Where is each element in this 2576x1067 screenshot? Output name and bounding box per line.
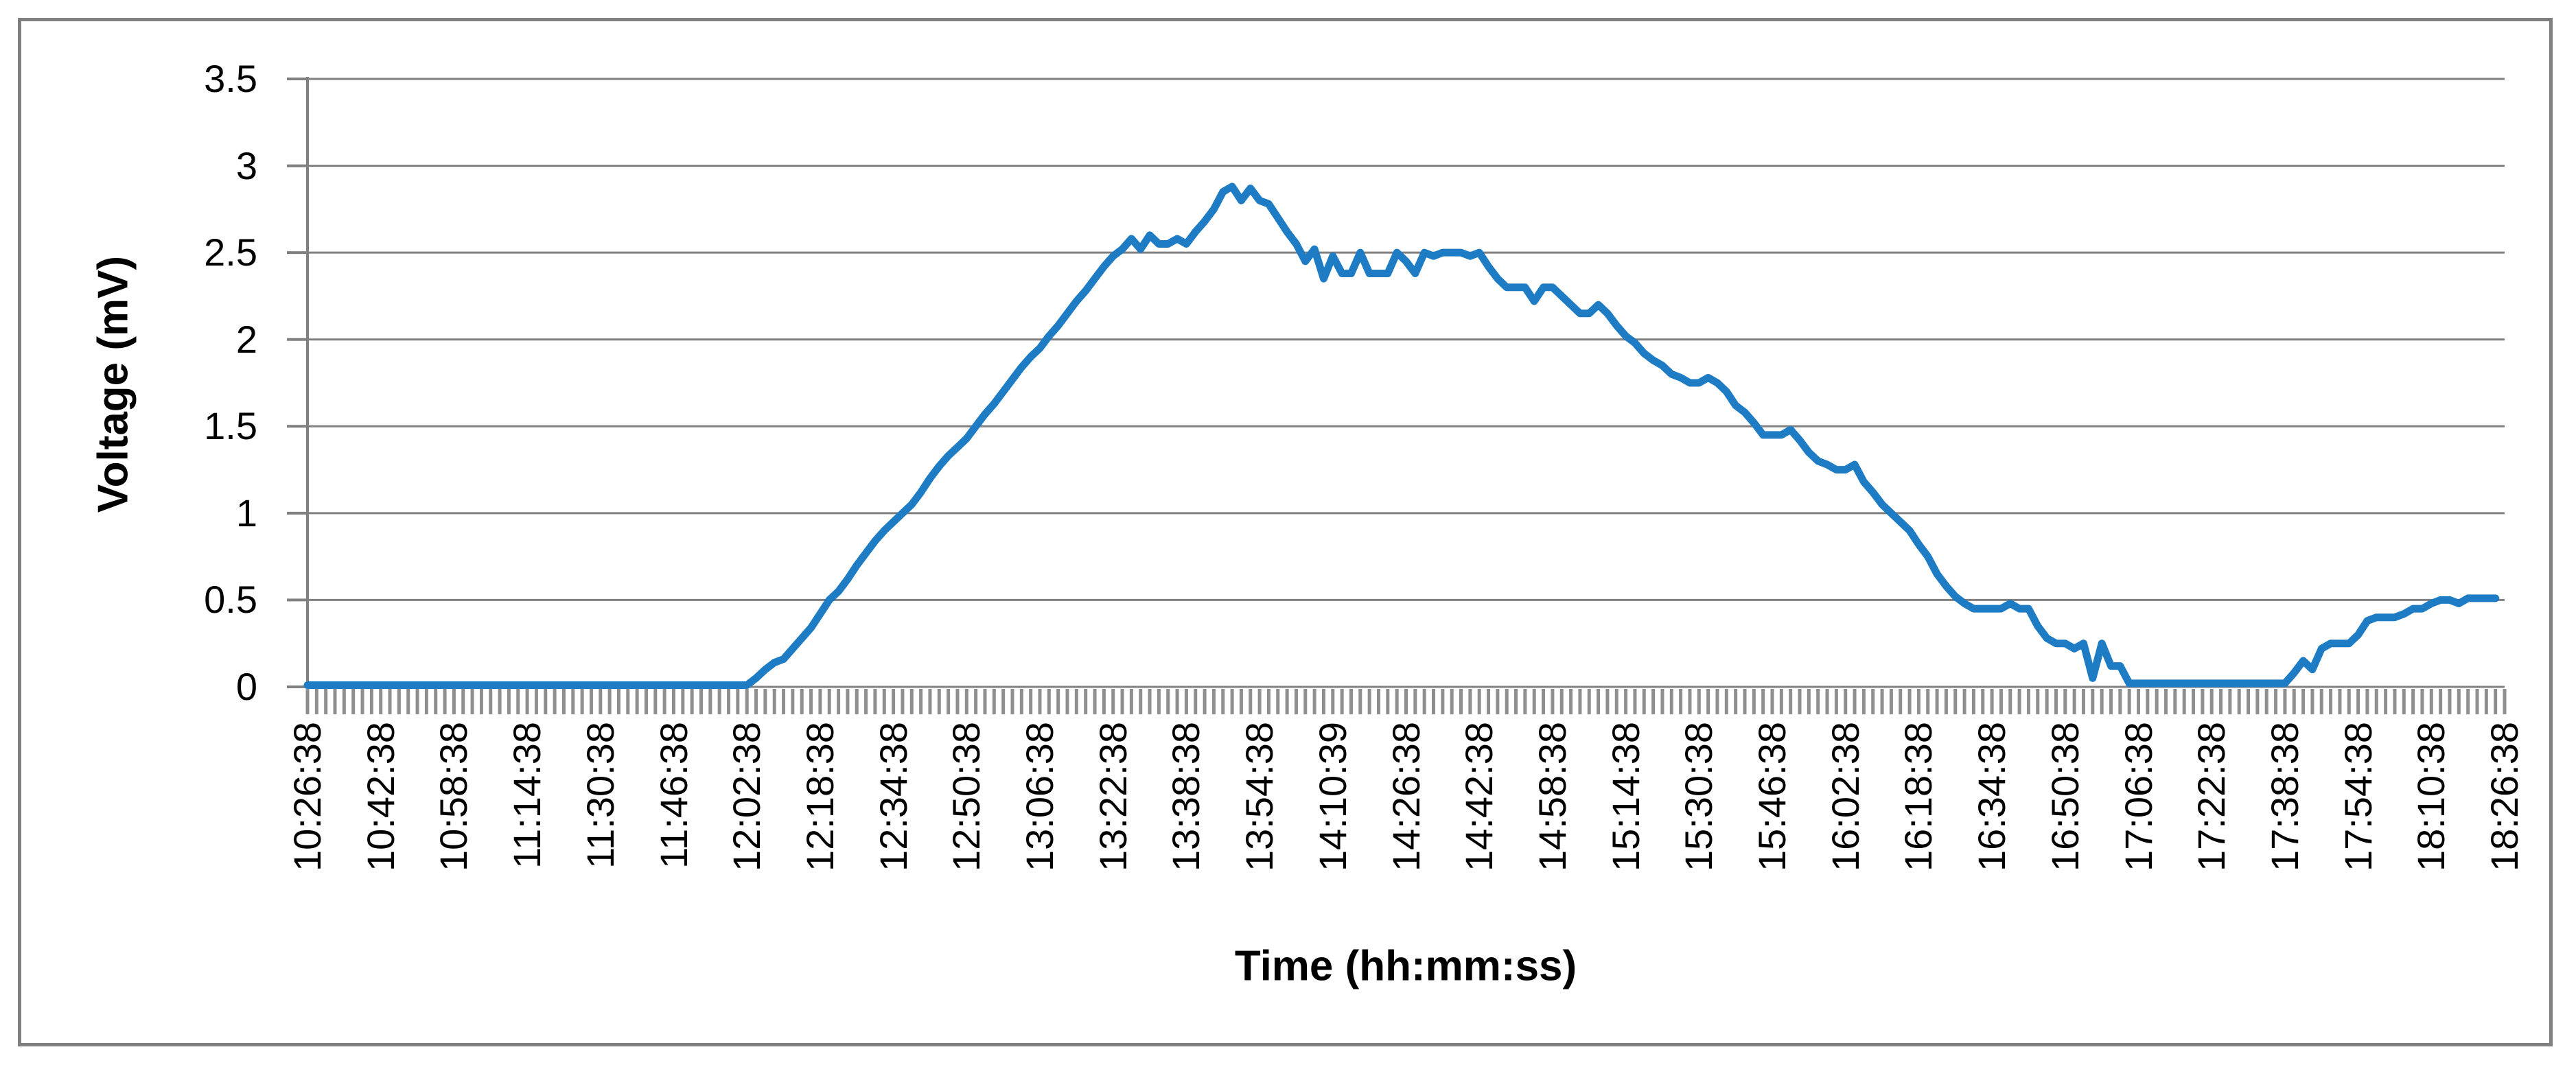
x-tick-label: 15:14:38 bbox=[1603, 722, 1647, 871]
x-tick-label: 12:34:38 bbox=[871, 722, 915, 871]
x-tick-label: 11:46:38 bbox=[651, 722, 695, 869]
x-tick-label: 10:42:38 bbox=[358, 722, 402, 871]
x-tick-label: 18:10:38 bbox=[2409, 722, 2453, 871]
x-tick-label: 16:02:38 bbox=[1823, 722, 1867, 871]
x-axis-minor-tick-strip bbox=[305, 689, 2507, 714]
gridlines bbox=[308, 78, 2505, 688]
y-tick-label: 2.5 bbox=[204, 231, 257, 274]
voltage-series-line bbox=[303, 183, 2500, 689]
y-tick-label: 1.5 bbox=[204, 404, 257, 448]
x-tick-label: 17:38:38 bbox=[2262, 722, 2306, 871]
x-tick-label: 13:22:38 bbox=[1091, 722, 1135, 871]
x-tick-label: 11:14:38 bbox=[505, 722, 549, 869]
chart-outer-frame bbox=[18, 18, 2553, 1046]
y-tick-label: 1 bbox=[235, 491, 257, 535]
x-tick-label: 16:50:38 bbox=[2043, 722, 2087, 871]
x-tick-label: 14:58:38 bbox=[1530, 722, 1574, 871]
x-tick-label: 11:30:38 bbox=[578, 722, 622, 869]
x-tick-label: 12:50:38 bbox=[944, 722, 988, 871]
x-tick-label: 15:46:38 bbox=[1750, 722, 1794, 871]
x-tick-label: 14:42:38 bbox=[1457, 722, 1501, 871]
x-tick-label: 12:18:38 bbox=[798, 722, 842, 871]
y-tick-label: 3.5 bbox=[204, 57, 257, 100]
x-tick-label: 18:26:38 bbox=[2483, 722, 2526, 871]
x-tick-label: 12:02:38 bbox=[725, 722, 769, 871]
x-tick-label: 14:26:38 bbox=[1384, 722, 1428, 871]
y-tick-label: 3 bbox=[235, 143, 257, 187]
x-tick-label: 13:06:38 bbox=[1018, 722, 1061, 871]
y-tick-label: 2 bbox=[235, 317, 257, 361]
x-tick-label: 16:18:38 bbox=[1896, 722, 1940, 871]
x-tick-label: 13:54:38 bbox=[1238, 722, 1281, 871]
x-tick-label: 10:26:38 bbox=[286, 722, 329, 871]
x-tick-label: 15:30:38 bbox=[1677, 722, 1721, 871]
x-tick-label: 10:58:38 bbox=[432, 722, 476, 871]
x-tick-label: 14:10:39 bbox=[1310, 722, 1354, 871]
y-tick-label: 0 bbox=[235, 665, 257, 708]
x-tick-label: 13:38:38 bbox=[1164, 722, 1208, 871]
y-axis-title: Voltage (mV) bbox=[89, 255, 137, 513]
y-tick-label: 0.5 bbox=[204, 578, 257, 622]
x-tick-label: 17:54:38 bbox=[2336, 722, 2380, 871]
x-tick-label: 17:22:38 bbox=[2190, 722, 2233, 871]
x-axis-title: Time (hh:mm:ss) bbox=[1234, 942, 1577, 990]
y-axis-tick-marks bbox=[287, 78, 308, 688]
x-tick-label: 16:34:38 bbox=[1970, 722, 2014, 871]
x-tick-label: 17:06:38 bbox=[2116, 722, 2160, 871]
